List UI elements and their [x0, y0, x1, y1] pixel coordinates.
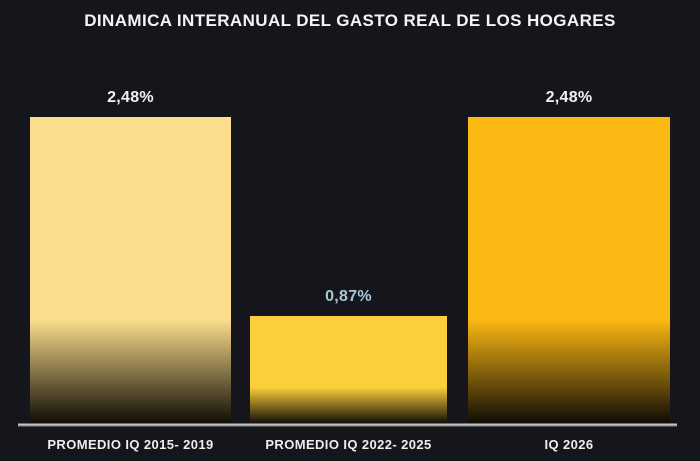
value-label: 2,48%	[545, 89, 593, 106]
bar	[30, 117, 231, 424]
bar-group-iq-2026: 2,48%	[468, 85, 670, 424]
category-label: PROMEDIO IQ 2015- 2019	[47, 437, 214, 452]
x-axis-line	[18, 423, 677, 427]
bar	[468, 117, 670, 424]
bar-group-promedio-2015-2019: 2,48%	[30, 85, 231, 424]
category-label: IQ 2026	[544, 437, 594, 452]
category-label: PROMEDIO IQ 2022- 2025	[265, 437, 432, 452]
value-label: 0,87%	[325, 288, 372, 305]
bar-group-promedio-2022-2025: 0,87%	[250, 85, 447, 424]
value-label: 2,48%	[107, 89, 154, 106]
chart-title: DINAMICA INTERANUAL DEL GASTO REAL DE LO…	[84, 11, 616, 30]
bar	[250, 316, 447, 424]
